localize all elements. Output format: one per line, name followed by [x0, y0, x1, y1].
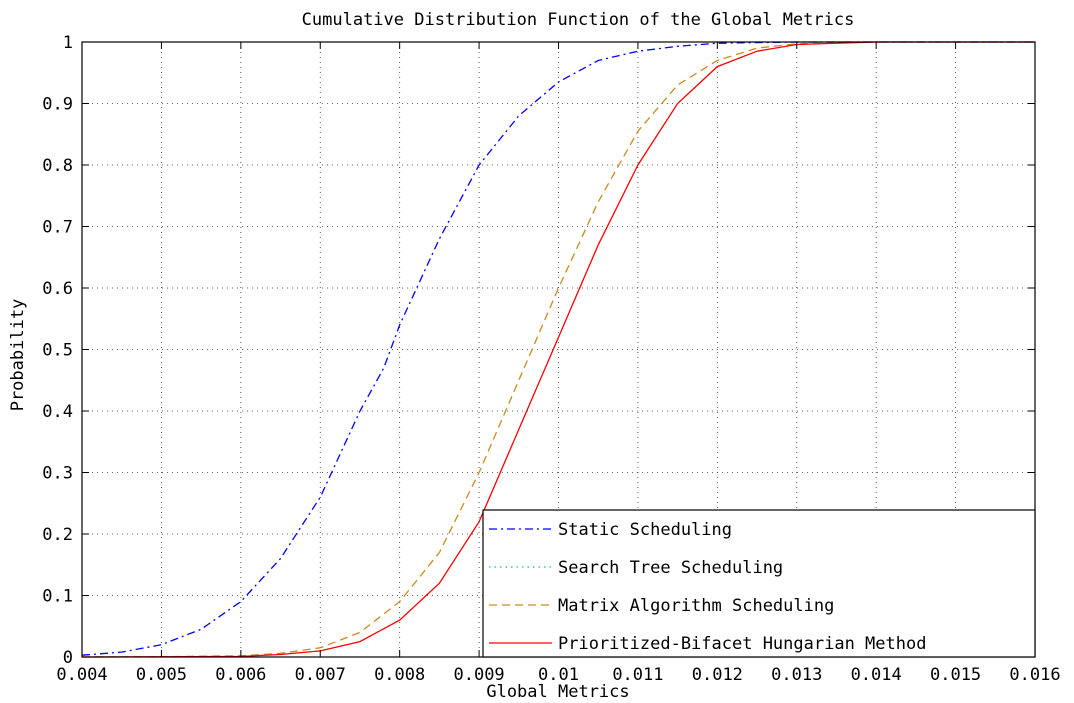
y-tick-label: 0.5: [42, 341, 73, 361]
x-axis-label: Global Metrics: [486, 682, 629, 702]
legend-label-1: Search Tree Scheduling: [558, 558, 783, 578]
y-tick-label: 1: [63, 33, 73, 53]
x-tick-label: 0.011: [612, 665, 663, 685]
y-tick-label: 0.9: [42, 95, 73, 115]
y-tick-label: 0: [63, 648, 73, 668]
x-tick-label: 0.004: [56, 665, 107, 685]
x-tick-label: 0.008: [374, 665, 425, 685]
x-tick-label: 0.009: [453, 665, 504, 685]
y-tick-label: 0.2: [42, 525, 73, 545]
y-tick-label: 0.6: [42, 279, 73, 299]
y-axis-label: Probability: [8, 299, 28, 412]
series-lines: [81, 41, 1035, 658]
y-tick-label: 0.7: [42, 218, 73, 238]
x-tick-label: 0.016: [1009, 665, 1060, 685]
x-tick-label: 0.01: [538, 665, 579, 685]
x-tick-label: 0.005: [136, 665, 187, 685]
x-tick-label: 0.006: [215, 665, 266, 685]
axis-ticks: 0.004 0.005 0.006 0.007 0.008 0.009 0.01 0.011 0…: [42, 33, 1060, 685]
x-tick-label: 0.015: [930, 665, 981, 685]
series-line-0: [81, 41, 1035, 656]
y-tick-label: 0.4: [42, 402, 73, 422]
y-tick-label: 0.3: [42, 464, 73, 484]
y-tick-label: 0.8: [42, 156, 73, 176]
x-tick-label: 0.013: [771, 665, 822, 685]
legend-label-3: Prioritized-Bifacet Hungarian Method: [558, 634, 926, 654]
series-line-3: [81, 41, 1035, 658]
legend-label-0: Static Scheduling: [558, 520, 732, 540]
legend-label-2: Matrix Algorithm Scheduling: [558, 596, 834, 616]
legend-box: [482, 509, 1036, 658]
y-tick-label: 0.1: [42, 587, 73, 607]
x-tick-label: 0.012: [692, 665, 743, 685]
legend: Static Scheduling Search Tree Scheduling M…: [482, 509, 1036, 658]
x-tick-label: 0.014: [851, 665, 902, 685]
series-line-2: [81, 41, 1035, 658]
chart-title: Cumulative Distribution Function of the …: [302, 10, 855, 30]
x-tick-label: 0.007: [295, 665, 346, 685]
